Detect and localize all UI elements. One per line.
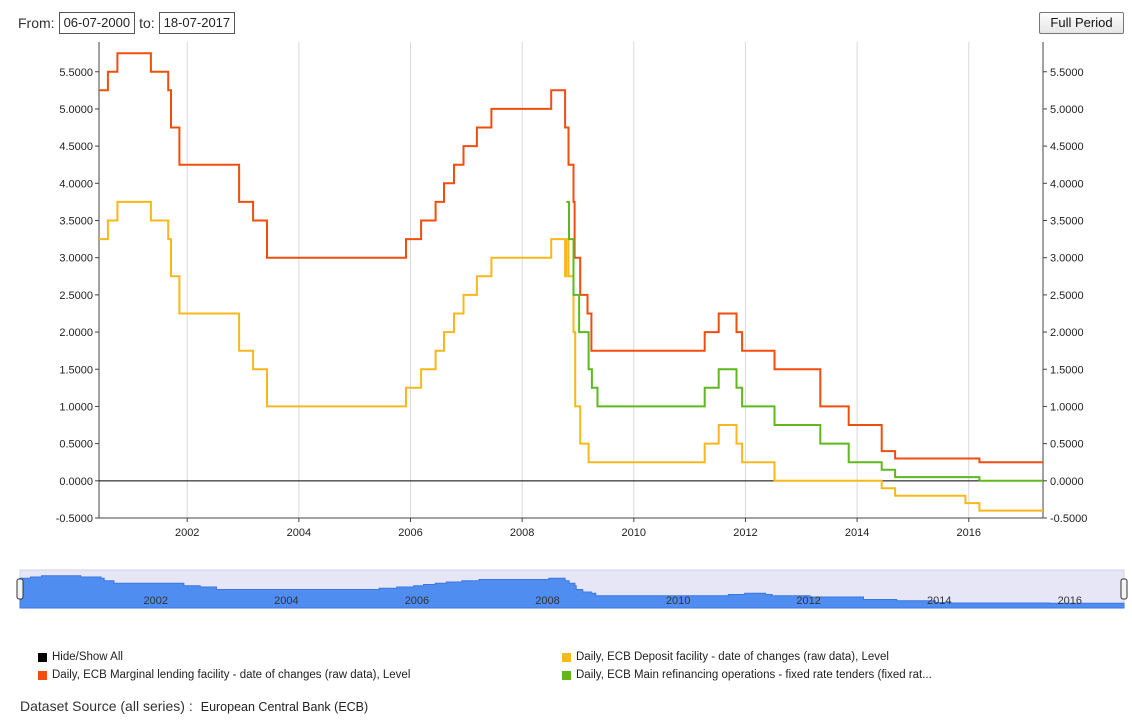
to-date-input[interactable]: 18-07-2017: [158, 12, 236, 34]
legend-item-marginal-lending[interactable]: Daily, ECB Marginal lending facility - d…: [38, 669, 410, 681]
legend-swatch: [38, 652, 47, 662]
y-tick-label-right: 0.0000: [1050, 476, 1084, 488]
y-tick-label-left: 4.5000: [59, 141, 93, 153]
series-line-2: [566, 200, 1043, 482]
chart: -0.5000 -0.5000 0.0000 0.0000 0.5000 0.5000 1.…: [16, 42, 1128, 609]
legend-item-deposit-facility[interactable]: Daily, ECB Deposit facility - date of ch…: [562, 651, 889, 663]
y-tick-label-left: 1.5000: [59, 364, 93, 376]
y-tick-label-right: 3.5000: [1050, 216, 1084, 228]
y-tick-label-right: -0.5000: [1050, 513, 1087, 525]
legend-label: Daily, ECB Deposit facility - date of ch…: [576, 651, 889, 663]
y-tick-label-left: 2.5000: [59, 290, 93, 302]
legend-label: Daily, ECB Main refinancing operations -…: [576, 669, 932, 681]
x-tick-label: 2012: [733, 527, 757, 539]
legend-label: Daily, ECB Marginal lending facility - d…: [52, 669, 411, 681]
navigator-tick-label: 2014: [927, 595, 951, 607]
y-tick-label-left: 5.5000: [59, 67, 93, 79]
y-tick-label-right: 2.0000: [1050, 327, 1084, 339]
navigator-tick-label: 2012: [796, 595, 820, 607]
full-period-button[interactable]: Full Period: [1039, 12, 1124, 34]
x-tick-label: 2006: [398, 527, 422, 539]
date-range-bar: From: 06-07-2000 to: 18-07-2017: [18, 12, 239, 34]
y-tick-label-left: 1.0000: [59, 401, 93, 413]
legend-hide-show-all[interactable]: Hide/Show All: [38, 651, 123, 663]
x-tick-label: 2016: [957, 527, 981, 539]
y-tick-label-left: 0.5000: [59, 439, 93, 451]
y-tick-label-left: 5.0000: [59, 104, 93, 116]
y-tick-label-right: 5.5000: [1050, 67, 1084, 79]
from-date-input[interactable]: 06-07-2000: [58, 12, 136, 34]
navigator-tick-label: 2006: [405, 595, 429, 607]
y-tick-label-left: 4.0000: [59, 178, 93, 190]
x-tick-label: 2004: [287, 527, 311, 539]
y-tick-label-left: 3.5000: [59, 216, 93, 228]
legend-label: Hide/Show All: [52, 651, 123, 663]
navigator-right-handle[interactable]: [1120, 578, 1128, 600]
y-tick-label-right: 1.5000: [1050, 364, 1084, 376]
y-tick-label-right: 2.5000: [1050, 290, 1084, 302]
navigator-tick-label: 2016: [1058, 595, 1082, 607]
navigator-tick-label: 2004: [274, 595, 298, 607]
source-value: European Central Bank (ECB): [200, 700, 369, 714]
legend-item-main-refinancing[interactable]: Daily, ECB Main refinancing operations -…: [562, 669, 932, 681]
y-tick-label-right: 5.0000: [1050, 104, 1084, 116]
x-tick-label: 2014: [845, 527, 869, 539]
legend-swatch: [562, 652, 571, 662]
legend-swatch: [562, 670, 571, 680]
y-tick-label-left: 3.0000: [59, 253, 93, 265]
y-tick-label-right: 4.0000: [1050, 178, 1084, 190]
navigator-tick-label: 2008: [535, 595, 559, 607]
source-label: Dataset Source (all series) :: [20, 698, 193, 714]
y-tick-label-right: 4.5000: [1050, 141, 1084, 153]
y-tick-label-left: -0.5000: [56, 513, 93, 525]
series-line-1: [99, 200, 1043, 512]
navigator-left-handle[interactable]: [16, 578, 24, 600]
legend-swatch: [38, 670, 47, 680]
navigator-tick-label: 2002: [144, 595, 168, 607]
navigator-tick-label: 2010: [666, 595, 690, 607]
y-tick-label-right: 1.0000: [1050, 401, 1084, 413]
x-tick-label: 2002: [175, 527, 199, 539]
y-tick-label-right: 3.0000: [1050, 253, 1084, 265]
dataset-source: Dataset Source (all series) : European Ce…: [20, 698, 368, 714]
to-label: to:: [139, 15, 155, 31]
x-tick-label: 2008: [510, 527, 534, 539]
series-line-0: [99, 52, 1043, 464]
y-tick-label-right: 0.5000: [1050, 439, 1084, 451]
y-tick-label-left: 2.0000: [59, 327, 93, 339]
y-tick-label-left: 0.0000: [59, 476, 93, 488]
from-label: From:: [18, 15, 55, 31]
x-tick-label: 2010: [622, 527, 646, 539]
navigator-area: [19, 575, 1125, 609]
